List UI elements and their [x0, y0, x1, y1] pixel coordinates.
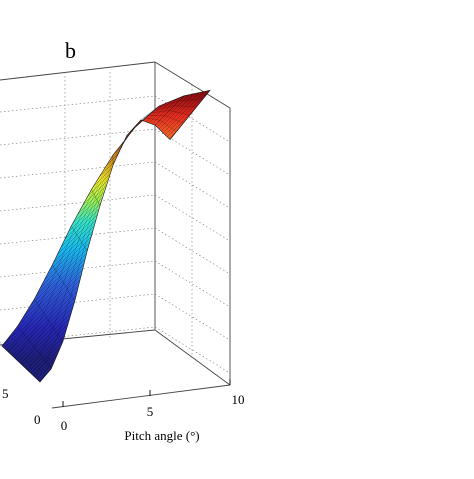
- side-wall-gridline: [155, 162, 230, 208]
- pitch-tick-label-10: 10: [232, 392, 245, 407]
- pitch-axis-line: [52, 385, 230, 408]
- back-wall-gridline: [0, 162, 155, 178]
- y-tick-label-0: 0: [34, 412, 41, 427]
- x-axis-label: Pitch angle (°): [124, 428, 199, 443]
- side-wall-gridline: [155, 261, 230, 307]
- side-wall-gridline: [155, 228, 230, 274]
- y-tick-label-5: 5: [2, 386, 9, 401]
- side-wall-gridline: [155, 195, 230, 241]
- surface-mesh: [2, 90, 210, 382]
- box-top-back-edge: [0, 62, 155, 80]
- side-wall-gridline: [155, 327, 230, 373]
- box-floor-right-edge: [155, 330, 230, 385]
- back-wall-gridline: [0, 294, 155, 310]
- pitch-tick-label-5: 5: [147, 404, 154, 419]
- pitch-axis-ticks: [63, 379, 230, 407]
- side-wall-gridline: [155, 294, 230, 340]
- back-wall-gridline: [0, 96, 155, 112]
- back-wall-gridline: [0, 195, 155, 211]
- panel-label: b: [65, 38, 76, 63]
- pitch-tick-label-0: 0: [61, 418, 68, 433]
- surface-group: [2, 90, 210, 382]
